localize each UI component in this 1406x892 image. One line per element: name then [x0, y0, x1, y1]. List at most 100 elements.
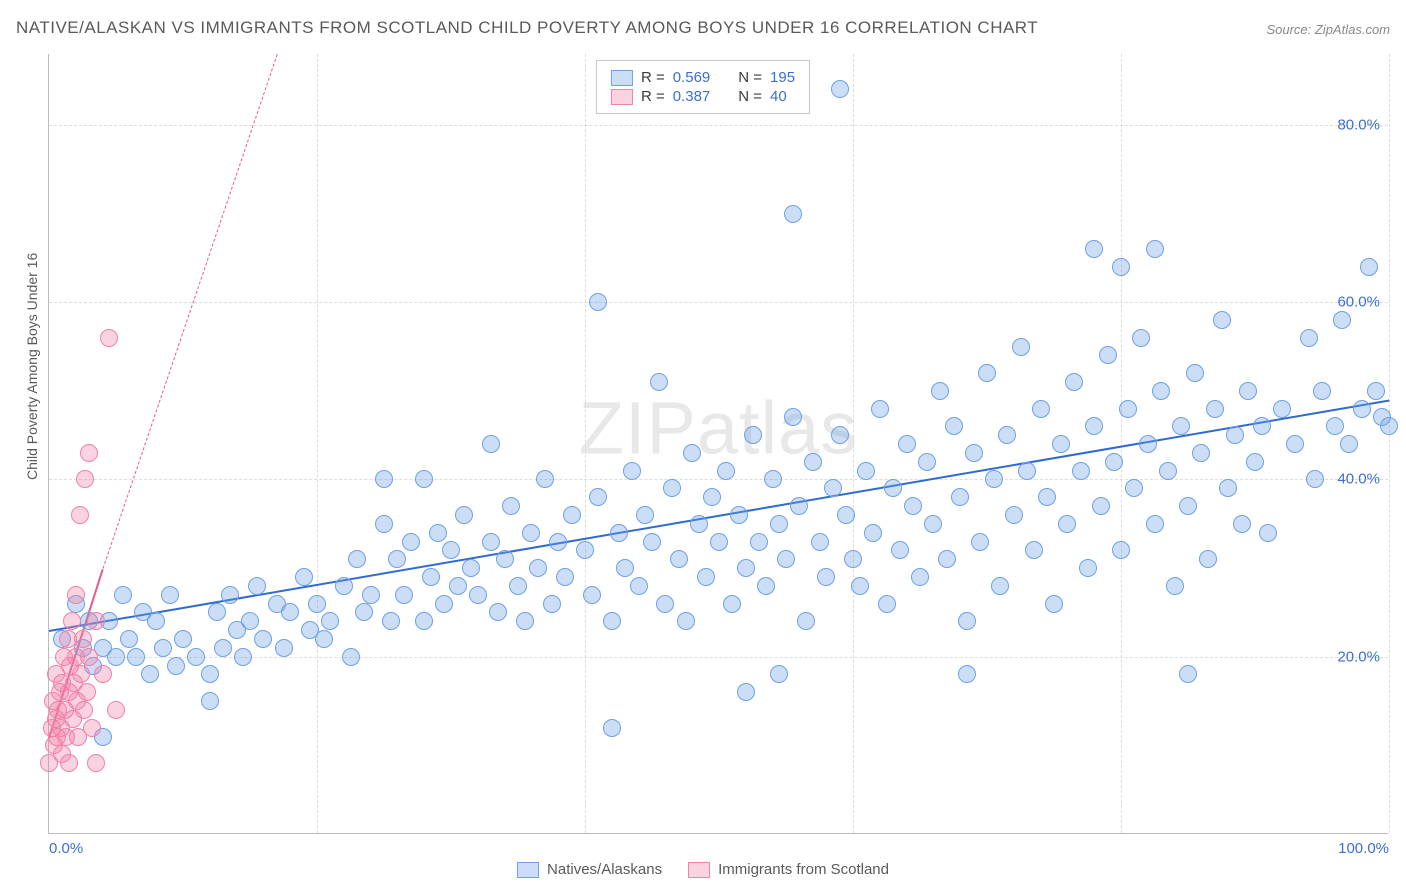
- scatter-point: [610, 524, 628, 542]
- scatter-point: [864, 524, 882, 542]
- legend-series: Natives/AlaskansImmigrants from Scotland: [517, 861, 889, 878]
- legend-series-label: Natives/Alaskans: [547, 861, 662, 878]
- scatter-point: [1179, 665, 1197, 683]
- scatter-point: [1333, 311, 1351, 329]
- scatter-point: [80, 444, 98, 462]
- scatter-point: [1018, 462, 1036, 480]
- scatter-point: [208, 603, 226, 621]
- scatter-point: [884, 479, 902, 497]
- legend-swatch: [611, 89, 633, 105]
- gridline-v: [1121, 54, 1122, 833]
- scatter-point: [971, 533, 989, 551]
- scatter-point: [362, 586, 380, 604]
- scatter-point: [1085, 417, 1103, 435]
- scatter-point: [670, 550, 688, 568]
- scatter-point: [201, 665, 219, 683]
- x-tick-label: 0.0%: [49, 840, 83, 857]
- scatter-point: [770, 665, 788, 683]
- scatter-point: [254, 630, 272, 648]
- scatter-point: [851, 577, 869, 595]
- scatter-point: [1099, 346, 1117, 364]
- scatter-point: [677, 612, 695, 630]
- scatter-point: [636, 506, 654, 524]
- scatter-point: [1032, 400, 1050, 418]
- y-tick-label: 40.0%: [1337, 471, 1380, 488]
- scatter-point: [623, 462, 641, 480]
- scatter-point: [1239, 382, 1257, 400]
- legend-correlation: R =0.569N =195R =0.387N =40: [596, 60, 810, 114]
- scatter-point: [1313, 382, 1331, 400]
- scatter-point: [777, 550, 795, 568]
- scatter-point: [844, 550, 862, 568]
- scatter-point: [1112, 541, 1130, 559]
- scatter-point: [1146, 515, 1164, 533]
- scatter-point: [107, 648, 125, 666]
- scatter-point: [107, 701, 125, 719]
- legend-swatch: [611, 70, 633, 86]
- scatter-point: [857, 462, 875, 480]
- scatter-point: [918, 453, 936, 471]
- trend-line-extension: [102, 54, 277, 568]
- scatter-point: [1253, 417, 1271, 435]
- scatter-point: [375, 515, 393, 533]
- scatter-point: [630, 577, 648, 595]
- scatter-point: [1300, 329, 1318, 347]
- scatter-point: [1259, 524, 1277, 542]
- gridline-h: [49, 479, 1388, 480]
- scatter-point: [978, 364, 996, 382]
- scatter-point: [1367, 382, 1385, 400]
- scatter-point: [1166, 577, 1184, 595]
- scatter-point: [509, 577, 527, 595]
- scatter-point: [1058, 515, 1076, 533]
- scatter-point: [1340, 435, 1358, 453]
- scatter-point: [1072, 462, 1090, 480]
- scatter-point: [415, 612, 433, 630]
- scatter-point: [469, 586, 487, 604]
- scatter-point: [100, 329, 118, 347]
- scatter-point: [214, 639, 232, 657]
- scatter-point: [811, 533, 829, 551]
- y-axis-label: Child Poverty Among Boys Under 16: [24, 253, 40, 480]
- legend-n-label: N =: [738, 69, 762, 86]
- legend-r-value: 0.569: [673, 69, 711, 86]
- scatter-point: [482, 533, 500, 551]
- scatter-point: [67, 586, 85, 604]
- scatter-point: [710, 533, 728, 551]
- scatter-point: [589, 293, 607, 311]
- scatter-point: [663, 479, 681, 497]
- scatter-point: [549, 533, 567, 551]
- scatter-point: [656, 595, 674, 613]
- scatter-point: [683, 444, 701, 462]
- trend-line: [49, 400, 1389, 632]
- scatter-point: [1139, 435, 1157, 453]
- gridline-v: [853, 54, 854, 833]
- scatter-point: [496, 550, 514, 568]
- scatter-point: [965, 444, 983, 462]
- scatter-point: [1233, 515, 1251, 533]
- scatter-point: [315, 630, 333, 648]
- scatter-point: [563, 506, 581, 524]
- scatter-point: [355, 603, 373, 621]
- chart-title: NATIVE/ALASKAN VS IMMIGRANTS FROM SCOTLA…: [16, 18, 1038, 38]
- scatter-point: [167, 657, 185, 675]
- scatter-point: [1380, 417, 1398, 435]
- scatter-point: [529, 559, 547, 577]
- scatter-point: [76, 470, 94, 488]
- scatter-point: [147, 612, 165, 630]
- scatter-point: [120, 630, 138, 648]
- scatter-point: [154, 639, 172, 657]
- scatter-point: [904, 497, 922, 515]
- scatter-point: [958, 665, 976, 683]
- scatter-point: [1079, 559, 1097, 577]
- scatter-point: [63, 612, 81, 630]
- scatter-point: [1119, 400, 1137, 418]
- scatter-point: [784, 205, 802, 223]
- scatter-point: [1219, 479, 1237, 497]
- scatter-point: [616, 559, 634, 577]
- scatter-point: [650, 373, 668, 391]
- scatter-point: [1206, 400, 1224, 418]
- scatter-point: [931, 382, 949, 400]
- y-tick-label: 80.0%: [1337, 116, 1380, 133]
- scatter-point: [241, 612, 259, 630]
- scatter-point: [87, 754, 105, 772]
